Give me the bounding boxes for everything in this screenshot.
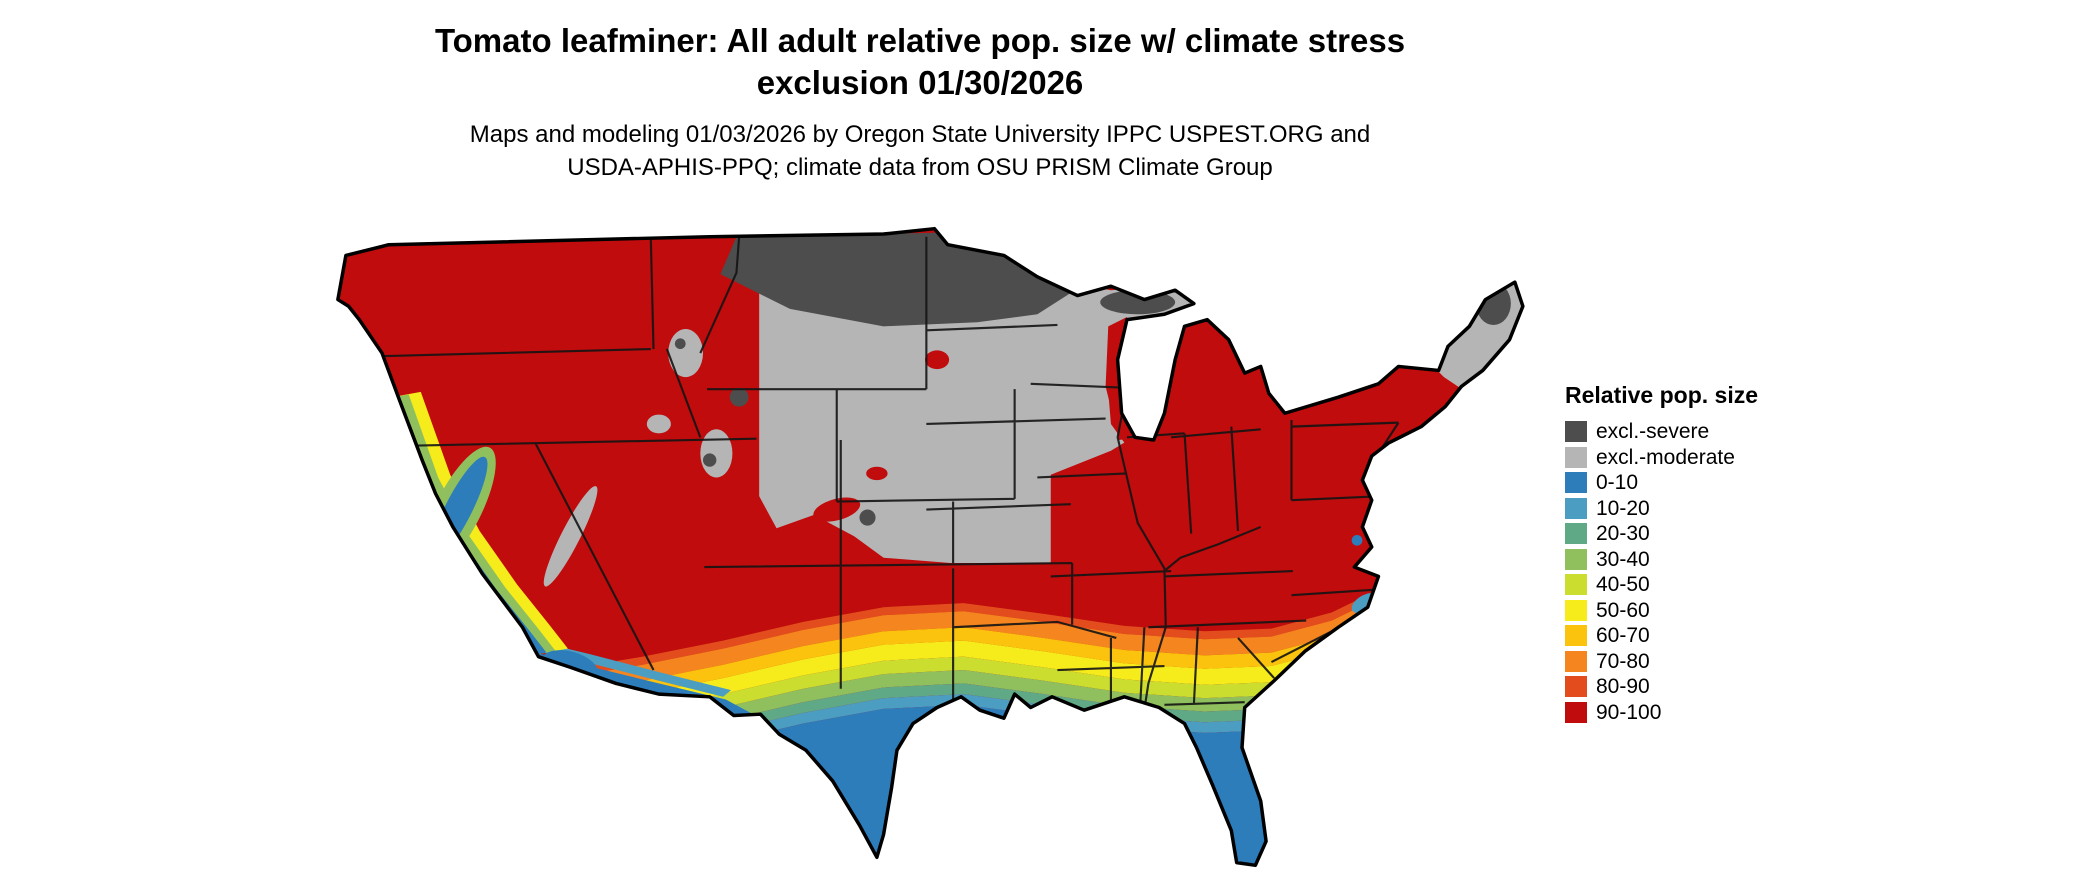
legend-item-20-30: 20-30 (1565, 521, 1885, 547)
legend-swatch (1565, 701, 1587, 723)
legend-item-60-70: 60-70 (1565, 623, 1885, 649)
legend-item-30-40: 30-40 (1565, 547, 1885, 573)
legend-label: excl.-moderate (1596, 445, 1735, 469)
legend-item-80-90: 80-90 (1565, 674, 1885, 700)
subtitle-line-2: USDA-APHIS-PPQ; climate data from OSU PR… (567, 154, 1273, 181)
legend-swatch (1565, 472, 1587, 494)
legend-label: excl.-severe (1596, 420, 1710, 444)
region-red-patches-rockies (813, 350, 950, 522)
region-west-gray-patches (543, 328, 798, 587)
region-ca-coast-yellow (391, 391, 568, 654)
band-80-90 (562, 588, 1382, 679)
legend: Relative pop. size excl.-severe excl.-mo… (1565, 382, 1885, 725)
subtitle-line-1: Maps and modeling 01/03/2026 by Oregon S… (469, 121, 1371, 148)
region-chesapeake-blue (1351, 534, 1363, 546)
band-20-30 (562, 668, 1382, 761)
us-outline (336, 226, 1525, 868)
legend-swatch (1565, 497, 1587, 519)
legend-label: 90-100 (1596, 700, 1662, 724)
legend-item-90-100: 90-100 (1565, 700, 1885, 726)
legend-label: 80-90 (1596, 675, 1650, 699)
page-title-line-1: Tomato leafminer: All adult relative pop… (434, 22, 1406, 59)
region-0-10-south (468, 690, 1486, 866)
legend-item-70-80: 70-80 (1565, 649, 1885, 675)
legend-label: 40-50 (1596, 573, 1650, 597)
legend-title: Relative pop. size (1565, 382, 1759, 408)
legend-label: 20-30 (1596, 522, 1650, 546)
legend-item-10-20: 10-20 (1565, 496, 1885, 522)
region-excl-severe-mountain-spots (674, 338, 876, 526)
figure-header: Tomato leafminer: All adult relative pop… (0, 20, 1840, 184)
legend-item-excl-severe: excl.-severe (1565, 419, 1885, 445)
legend-swatch (1565, 523, 1587, 545)
band-10-20 (562, 679, 1382, 772)
legend-swatch (1565, 625, 1587, 647)
legend-item-excl-moderate: excl.-moderate (1565, 445, 1885, 471)
legend-swatch (1565, 599, 1587, 621)
legend-swatch (1565, 421, 1587, 443)
legend-label: 0-10 (1596, 471, 1639, 495)
page-title-line-2: exclusion 01/30/2026 (756, 64, 1084, 101)
legend-swatch (1565, 446, 1587, 468)
legend-swatch (1565, 574, 1587, 596)
state-boundaries (348, 236, 1400, 721)
band-60-70 (562, 612, 1382, 708)
legend-label: 50-60 (1596, 598, 1650, 622)
region-wisconsin-shore-red (1105, 316, 1138, 440)
legend-label: 10-20 (1596, 496, 1650, 520)
band-40-50 (562, 641, 1382, 737)
region-excl-severe-minnesota (720, 232, 1071, 327)
legend-item-0-10: 0-10 (1565, 470, 1885, 496)
band-70-80 (562, 596, 1382, 695)
legend-item-40-50: 40-50 (1565, 572, 1885, 598)
legend-label: 60-70 (1596, 624, 1650, 648)
figure-subtitle: Maps and modeling 01/03/2026 by Oregon S… (0, 118, 1840, 184)
legend-swatch (1565, 650, 1587, 672)
band-50-60 (562, 625, 1382, 724)
legend-swatch (1565, 676, 1587, 698)
legend-label: 70-80 (1596, 649, 1650, 673)
us-map-svg (336, 226, 1525, 868)
legend-item-50-60: 50-60 (1565, 598, 1885, 624)
us-population-map (308, 226, 1526, 868)
legend-label: 30-40 (1596, 547, 1650, 571)
legend-swatch (1565, 548, 1587, 570)
